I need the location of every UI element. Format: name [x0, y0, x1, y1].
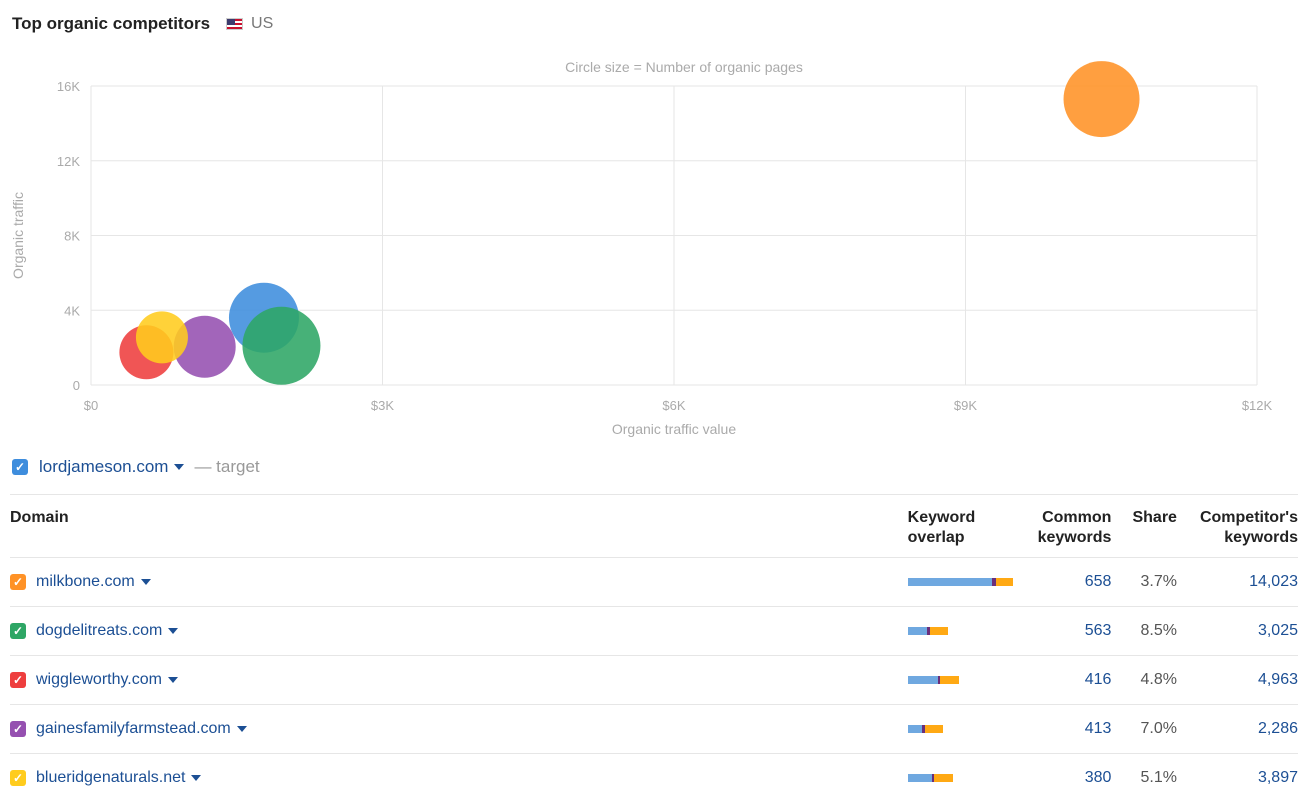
- country-label: US: [251, 15, 273, 33]
- domain-cell: ✓ blueridgenaturals.net: [10, 754, 908, 802]
- share-cell: 8.5%: [1111, 607, 1177, 656]
- x-axis-label: Organic traffic value: [612, 421, 736, 437]
- keyword-overlap-cell: [908, 705, 1027, 754]
- domain-link[interactable]: blueridgenaturals.net: [36, 769, 185, 787]
- chevron-down-icon[interactable]: [168, 628, 178, 634]
- overlap-segment: [996, 578, 1013, 586]
- y-axis-label: Organic traffic: [10, 192, 26, 279]
- competitor-keywords-cell[interactable]: 14,023: [1177, 558, 1298, 607]
- bubble-milkbone: [1064, 61, 1140, 137]
- target-domain-row: ✓ lordjameson.com — target: [12, 456, 260, 478]
- overlap-segment: [908, 725, 922, 733]
- domain-checkbox[interactable]: ✓: [10, 770, 26, 786]
- domain-checkbox[interactable]: ✓: [10, 672, 26, 688]
- keyword-overlap-cell: [908, 558, 1027, 607]
- panel-title: Top organic competitors: [12, 14, 210, 34]
- keyword-overlap-cell: [908, 656, 1027, 705]
- us-flag-icon: [226, 18, 243, 30]
- domain-cell: ✓ gainesfamilyfarmstead.com: [10, 705, 908, 754]
- keyword-overlap-bar: [908, 725, 1027, 733]
- domain-link[interactable]: wiggleworthy.com: [36, 671, 162, 689]
- share-cell: 5.1%: [1111, 754, 1177, 802]
- chevron-down-icon[interactable]: [168, 677, 178, 683]
- keyword-overlap-cell: [908, 754, 1027, 802]
- y-tick-label: 12K: [57, 154, 80, 169]
- keyword-overlap-bar: [908, 774, 1027, 782]
- common-keywords-cell[interactable]: 658: [1027, 558, 1112, 607]
- col-share-header[interactable]: Share: [1111, 495, 1177, 558]
- target-label: — target: [194, 457, 259, 477]
- y-tick-label: 0: [73, 378, 80, 393]
- overlap-segment: [925, 725, 943, 733]
- competitor-keywords-cell[interactable]: 4,963: [1177, 656, 1298, 705]
- chevron-down-icon[interactable]: [141, 579, 151, 585]
- x-tick-label: $6K: [662, 398, 685, 413]
- common-keywords-cell[interactable]: 416: [1027, 656, 1112, 705]
- domain-link[interactable]: dogdelitreats.com: [36, 622, 162, 640]
- panel-header: Top organic competitors US: [12, 12, 273, 36]
- keyword-overlap-bar: [908, 578, 1027, 586]
- domain-link[interactable]: gainesfamilyfarmstead.com: [36, 720, 231, 738]
- domain-link[interactable]: milkbone.com: [36, 573, 135, 591]
- domain-cell: ✓ milkbone.com: [10, 558, 908, 607]
- target-checkbox[interactable]: ✓: [12, 459, 28, 475]
- x-tick-label: $9K: [954, 398, 977, 413]
- common-keywords-cell[interactable]: 563: [1027, 607, 1112, 656]
- overlap-segment: [930, 627, 948, 635]
- competitor-keywords-cell[interactable]: 3,897: [1177, 754, 1298, 802]
- domain-checkbox[interactable]: ✓: [10, 623, 26, 639]
- chart-subtitle: Circle size = Number of organic pages: [565, 59, 803, 75]
- competitors-bubble-chart: 0 4K 8K 12K 16K $0 $3K $6K $9K $12K Circle size = …: [0, 50, 1307, 445]
- overlap-segment: [908, 676, 938, 684]
- keyword-overlap-bar: [908, 676, 1027, 684]
- bubble-dogdelitreats: [242, 307, 320, 385]
- chevron-down-icon[interactable]: [237, 726, 247, 732]
- domain-cell: ✓ wiggleworthy.com: [10, 656, 908, 705]
- bubble-blueridgenaturals: [136, 311, 188, 363]
- y-tick-label: 16K: [57, 79, 80, 94]
- domain-checkbox[interactable]: ✓: [10, 574, 26, 590]
- x-tick-label: $3K: [371, 398, 394, 413]
- overlap-segment: [934, 774, 953, 782]
- y-tick-label: 4K: [64, 303, 80, 318]
- competitor-keywords-cell[interactable]: 2,286: [1177, 705, 1298, 754]
- overlap-segment: [908, 627, 927, 635]
- chevron-down-icon[interactable]: [191, 775, 201, 781]
- x-tick-label: $12K: [1242, 398, 1273, 413]
- competitor-keywords-cell[interactable]: 3,025: [1177, 607, 1298, 656]
- target-domain-link[interactable]: lordjameson.com: [39, 457, 168, 477]
- share-cell: 4.8%: [1111, 656, 1177, 705]
- share-cell: 3.7%: [1111, 558, 1177, 607]
- overlap-segment: [940, 676, 959, 684]
- col-domain-header[interactable]: Domain: [10, 495, 908, 558]
- overlap-segment: [908, 774, 932, 782]
- keyword-overlap-bar: [908, 627, 1027, 635]
- share-cell: 7.0%: [1111, 705, 1177, 754]
- chevron-down-icon[interactable]: [174, 464, 184, 470]
- y-tick-label: 8K: [64, 229, 80, 244]
- common-keywords-cell[interactable]: 380: [1027, 754, 1112, 802]
- domain-checkbox[interactable]: ✓: [10, 721, 26, 737]
- common-keywords-cell[interactable]: 413: [1027, 705, 1112, 754]
- keyword-overlap-cell: [908, 607, 1027, 656]
- domain-cell: ✓ dogdelitreats.com: [10, 607, 908, 656]
- overlap-segment: [908, 578, 992, 586]
- x-tick-label: $0: [84, 398, 98, 413]
